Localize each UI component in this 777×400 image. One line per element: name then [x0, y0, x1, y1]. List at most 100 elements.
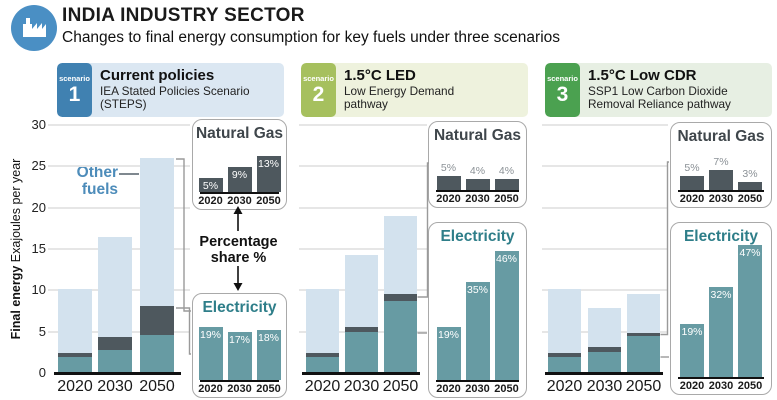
percentage-share-label: Percentage share % [199, 234, 278, 266]
scenario-3-subtitle: SSP1 Low Carbon Dioxide Removal Reliance… [588, 84, 731, 112]
mini-bar-2030 [709, 170, 733, 190]
natural-gas-inset-title: Natural Gas [195, 125, 283, 142]
mini-bar-2050 [738, 181, 762, 190]
mini-pct-label: 19% [437, 328, 459, 341]
y-tick-label: 25 [31, 158, 46, 174]
electricity-inset-title: Electricity [440, 228, 515, 245]
scenario-1-title: Current policies [100, 67, 215, 84]
mini-x-tick-label: 2020 [436, 193, 461, 205]
bar-2050-natural-gas [627, 333, 660, 336]
y-tick-label: 5 [38, 323, 46, 339]
x-tick-label: 2030 [586, 378, 623, 395]
x-tick-label: 2030 [97, 378, 133, 395]
y-tick-label: 30 [31, 116, 46, 132]
mini-x-tick-label: 2050 [256, 383, 281, 395]
bar-2050-natural-gas [140, 306, 174, 335]
scenario-tag: scenario [303, 74, 334, 84]
mini-pct-label: 9% [231, 168, 248, 181]
scenario-number: 2 [312, 82, 325, 106]
bar-2050-other-fuels [627, 293, 660, 334]
mini-bar-2020 [436, 176, 461, 190]
mini-x-tick-label: 2050 [494, 193, 519, 205]
x-axis-line [54, 372, 181, 375]
bar-2050-natural-gas [384, 294, 417, 302]
mini-x-tick-label: 2030 [465, 193, 490, 205]
mini-bar-2020 [680, 176, 704, 190]
mini-pct-label: 18% [257, 331, 279, 344]
mini-axis-line [436, 380, 519, 382]
x-tick-label: 2020 [546, 378, 583, 395]
bar-2050-electricity [140, 334, 174, 373]
connector-line [176, 158, 191, 312]
mini-pct-label: 46% [495, 253, 517, 266]
mini-pct-label: 13% [257, 157, 279, 170]
scenario-3-badge: scenario 3 [545, 63, 580, 117]
mini-x-tick-label: 2050 [494, 383, 519, 395]
bar-2020-electricity [548, 357, 581, 373]
x-tick-label: 2050 [382, 378, 419, 395]
factory-icon [11, 5, 57, 51]
mini-bar-2030 [465, 282, 490, 380]
scenario-3-header: scenario 3 1.5°C Low CDR SSP1 Low Carbon… [545, 63, 772, 117]
mini-bar-2030 [227, 332, 252, 380]
mini-axis-line [678, 377, 764, 379]
mini-axis-line [436, 190, 519, 192]
mini-x-tick-label: 2020 [679, 193, 705, 205]
mini-x-tick-label: 2030 [227, 195, 252, 207]
mini-pct-label: 4% [469, 164, 486, 177]
bar-2050-electricity [384, 301, 417, 373]
mini-x-tick-label: 2020 [198, 195, 223, 207]
bar-2050-electricity [627, 335, 660, 373]
electricity-inset: Electricity 2020 19% 2030 17% 2050 18% [192, 293, 287, 398]
scenario-1-badge: scenario 1 [57, 63, 92, 117]
bar-2030-electricity [345, 331, 378, 373]
gridline [542, 206, 668, 209]
scenario-3-title: 1.5°C Low CDR [588, 67, 697, 84]
mini-pct-label: 19% [681, 325, 703, 338]
gridline [299, 123, 427, 126]
bar-2030-natural-gas [98, 337, 132, 350]
mini-axis-line [200, 380, 279, 382]
mini-bar-2050 [256, 329, 281, 380]
gridline [542, 247, 668, 250]
natural-gas-inset-title: Natural Gas [433, 127, 521, 144]
page-title: INDIA INDUSTRY SECTOR [62, 5, 305, 26]
mini-bar-2050 [494, 251, 519, 380]
mini-x-tick-label: 2030 [465, 383, 490, 395]
bar-2020-natural-gas [306, 353, 339, 358]
x-axis-line [302, 372, 420, 375]
x-tick-label: 2050 [625, 378, 662, 395]
scenario-tag: scenario [59, 74, 90, 84]
mini-pct-label: 35% [466, 284, 488, 296]
bar-2050-other-fuels [384, 215, 417, 295]
mini-bar-2030 [709, 287, 733, 377]
x-tick-label: 2020 [304, 378, 341, 395]
bar-2030-other-fuels [588, 308, 621, 348]
natural-gas-inset: Natural Gas 2020 5% 2030 9% 2050 13% [192, 119, 287, 210]
scenario-1-subtitle: IEA Stated Policies Scenario (STEPS) [100, 84, 250, 112]
x-tick-label: 2030 [343, 378, 380, 395]
gridline [299, 165, 427, 168]
bar-2030-natural-gas [588, 347, 621, 353]
mini-x-tick-label: 2050 [256, 195, 281, 207]
bar-2020-electricity [58, 357, 92, 373]
mini-bar-2050 [738, 245, 762, 377]
mini-x-tick-label: 2050 [737, 193, 763, 205]
scenario-2-title: 1.5°C LED [344, 67, 416, 84]
scenario-2-header: scenario 2 1.5°C LED Low Energy Demand p… [301, 63, 528, 117]
electricity-inset-title: Electricity [683, 228, 759, 245]
mini-x-tick-label: 2020 [198, 383, 223, 395]
mini-bar-2020 [198, 178, 223, 192]
mini-x-tick-label: 2020 [679, 380, 705, 392]
mini-x-tick-label: 2030 [708, 193, 734, 205]
mini-pct-label: 5% [684, 162, 700, 174]
mini-bar-2020 [198, 326, 223, 380]
y-tick-label: 20 [31, 199, 46, 215]
mini-pct-label: 5% [440, 162, 457, 174]
y-tick-label: 10 [31, 282, 46, 298]
page-subtitle: Changes to final energy consumption for … [62, 29, 561, 46]
gridline [48, 123, 190, 126]
mini-pct-label: 4% [498, 164, 515, 177]
scenario-1-header: scenario 1 Current policies IEA Stated P… [57, 63, 284, 117]
gridline [48, 165, 190, 168]
